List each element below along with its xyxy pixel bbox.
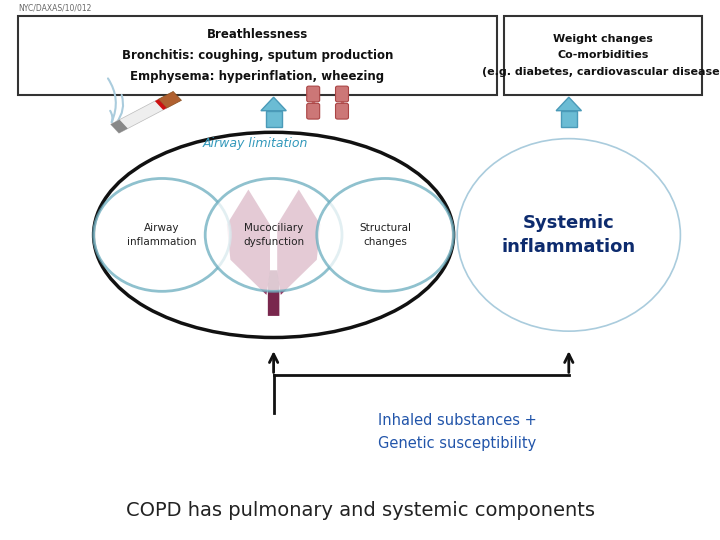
Polygon shape (18, 16, 497, 94)
Text: Systemic
inflammation: Systemic inflammation (502, 214, 636, 256)
Text: Airway
inflammation: Airway inflammation (127, 224, 197, 246)
Polygon shape (266, 111, 282, 127)
Ellipse shape (317, 178, 454, 292)
Polygon shape (261, 97, 287, 111)
Polygon shape (277, 190, 320, 295)
FancyBboxPatch shape (307, 86, 320, 102)
Polygon shape (268, 271, 279, 316)
Ellipse shape (205, 178, 342, 292)
Text: Inhaled substances +
Genetic susceptibility: Inhaled substances + Genetic susceptibil… (378, 414, 536, 450)
Polygon shape (111, 99, 167, 133)
Polygon shape (111, 120, 127, 133)
Text: Structural
changes: Structural changes (359, 224, 411, 246)
Text: NYC/DAXAS/10/012: NYC/DAXAS/10/012 (18, 4, 91, 12)
FancyBboxPatch shape (307, 103, 320, 119)
Ellipse shape (94, 132, 454, 338)
Text: Weight changes
Co-morbidities
(e.g. diabetes, cardiovascular disease): Weight changes Co-morbidities (e.g. diab… (482, 34, 720, 77)
Text: Airway limitation: Airway limitation (203, 137, 308, 150)
FancyBboxPatch shape (336, 86, 348, 102)
Polygon shape (504, 16, 702, 94)
Text: COPD has pulmonary and systemic components: COPD has pulmonary and systemic componen… (125, 501, 595, 520)
Polygon shape (158, 91, 181, 108)
Ellipse shape (457, 139, 680, 331)
Polygon shape (556, 97, 582, 111)
FancyBboxPatch shape (336, 103, 348, 119)
Text: Mucociliary
dysfunction: Mucociliary dysfunction (243, 224, 304, 246)
Polygon shape (227, 190, 270, 295)
Text: Breathlessness
Bronchitis: coughing, sputum production
Emphysema: hyperinflation: Breathlessness Bronchitis: coughing, spu… (122, 28, 393, 83)
Polygon shape (561, 111, 577, 127)
Ellipse shape (94, 178, 230, 292)
Polygon shape (155, 99, 167, 110)
